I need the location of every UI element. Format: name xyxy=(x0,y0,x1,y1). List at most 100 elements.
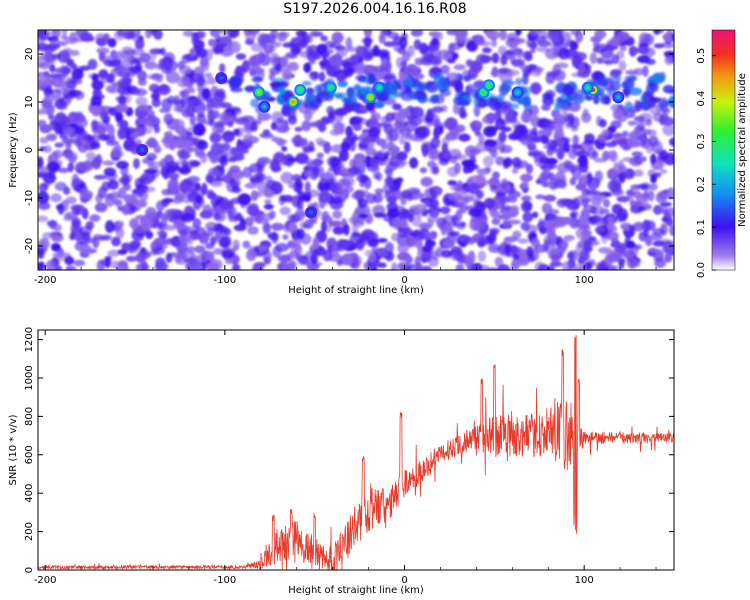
spectrogram-y-tick-label: 0 xyxy=(24,147,35,153)
spectrogram-cell xyxy=(178,131,187,138)
spectrogram-cell xyxy=(107,249,120,257)
spectrogram-cell xyxy=(520,111,533,123)
spectrogram-cell xyxy=(206,103,214,113)
spectrogram-cell xyxy=(81,36,95,42)
spectrogram-cell xyxy=(469,60,483,74)
spectrogram-cell xyxy=(52,223,62,232)
spectrogram-cell xyxy=(661,216,669,223)
spectrogram-cell xyxy=(252,64,261,72)
spectrogram-cell xyxy=(664,32,672,45)
spectrogram-cell xyxy=(96,38,107,47)
spectrogram-cell xyxy=(235,53,247,60)
spectrogram-cell xyxy=(144,60,157,70)
spectrogram-cell xyxy=(312,158,324,166)
spectrogram-cell xyxy=(304,181,311,193)
spectrogram-cell xyxy=(208,167,220,177)
spectrogram-cell xyxy=(46,133,55,140)
spectrogram-cell xyxy=(168,165,178,173)
spectrogram-cell xyxy=(662,242,674,254)
spectrogram-cell xyxy=(628,87,643,96)
spectrogram-cell xyxy=(94,202,108,213)
spectrogram-cell xyxy=(627,120,637,126)
spectrogram-cell xyxy=(87,58,98,70)
spectrogram-cell xyxy=(619,45,627,52)
spectrogram-cell xyxy=(494,256,504,268)
snr-x-tick-label: -200 xyxy=(34,575,57,586)
spectrogram-cell xyxy=(512,157,522,167)
spectrogram-cell xyxy=(224,134,232,143)
spectrogram-cell xyxy=(388,128,399,142)
spectrogram-cell xyxy=(509,58,517,65)
spectrogram-cell xyxy=(415,81,425,88)
spectrogram-cell xyxy=(207,110,215,123)
spectrogram-cell xyxy=(210,236,217,246)
spectrogram-cell xyxy=(455,263,465,270)
spectrogram-cell xyxy=(235,117,250,125)
spectrogram-cell xyxy=(343,96,358,105)
spectrogram-cell xyxy=(378,251,389,258)
spectrogram-cell xyxy=(504,243,511,255)
spectrogram-cell xyxy=(146,152,158,161)
spectrogram-cell xyxy=(153,145,162,154)
spectrogram-cell xyxy=(282,234,289,240)
spectrogram-cell xyxy=(522,95,532,107)
spectrogram-cell xyxy=(384,191,392,200)
spectrogram-cell xyxy=(242,166,253,178)
spectrogram-cell xyxy=(602,52,616,64)
spectrogram-cell xyxy=(262,129,271,136)
spectrogram-cell xyxy=(521,195,532,202)
spectrogram-hotspot-peak xyxy=(585,85,590,90)
spectrogram-cell xyxy=(337,178,351,187)
spectrogram-cell xyxy=(95,193,103,204)
spectrogram-cell xyxy=(276,31,287,42)
spectrogram-cell xyxy=(276,117,285,124)
spectrogram-cell xyxy=(483,126,497,138)
spectrogram-cell xyxy=(499,100,512,110)
spectrogram-cell xyxy=(228,156,238,163)
spectrogram-cell xyxy=(419,167,428,174)
spectrogram-cell xyxy=(603,95,611,105)
spectrogram-cell xyxy=(557,138,565,148)
spectrogram-hotspot-peak xyxy=(515,90,520,95)
spectrogram-cell xyxy=(426,108,436,119)
spectrogram-cell xyxy=(122,86,131,95)
spectrogram-cell xyxy=(497,264,511,270)
spectrogram-cell xyxy=(252,262,264,270)
spectrogram-cell xyxy=(237,148,249,154)
spectrogram-cell xyxy=(146,137,158,149)
spectrogram-cell xyxy=(74,137,83,148)
spectrogram-cell xyxy=(399,84,410,93)
spectrogram-cell xyxy=(612,108,624,120)
spectrogram-cell xyxy=(334,92,347,99)
spectrogram-cell xyxy=(386,143,398,153)
snr-y-label: SNR (10 * v/v) xyxy=(8,414,19,485)
spectrogram-cell xyxy=(317,180,331,193)
spectrogram-cell xyxy=(502,51,516,60)
spectrogram-cell xyxy=(563,234,575,242)
spectrogram-y-tick-label: 20 xyxy=(24,48,35,61)
spectrogram-cell xyxy=(645,220,656,231)
spectrogram-cell xyxy=(649,97,662,103)
spectrogram-cell xyxy=(365,147,377,156)
spectrogram-cell xyxy=(43,145,52,153)
spectrogram-cell xyxy=(645,119,653,126)
spectrogram-cell xyxy=(655,192,667,204)
spectrogram-cell xyxy=(174,218,186,229)
spectrogram-cell xyxy=(408,116,422,126)
spectrogram-cell xyxy=(519,64,530,71)
spectrogram-cell xyxy=(637,55,651,64)
spectrogram-cell xyxy=(520,200,533,213)
spectrogram-cell xyxy=(501,205,512,211)
spectrogram-cell xyxy=(439,88,452,97)
spectrogram-cell xyxy=(176,75,191,88)
spectrogram-cell xyxy=(451,52,459,60)
spectrogram-cell xyxy=(95,153,103,166)
spectrogram-cell xyxy=(365,193,377,204)
spectrogram-cell xyxy=(662,124,674,136)
spectrogram-cell xyxy=(625,240,636,249)
spectrogram-cell xyxy=(157,84,171,96)
spectrogram-cell xyxy=(421,50,430,64)
spectrogram-cell xyxy=(189,47,196,57)
spectrogram-cell xyxy=(163,61,172,74)
